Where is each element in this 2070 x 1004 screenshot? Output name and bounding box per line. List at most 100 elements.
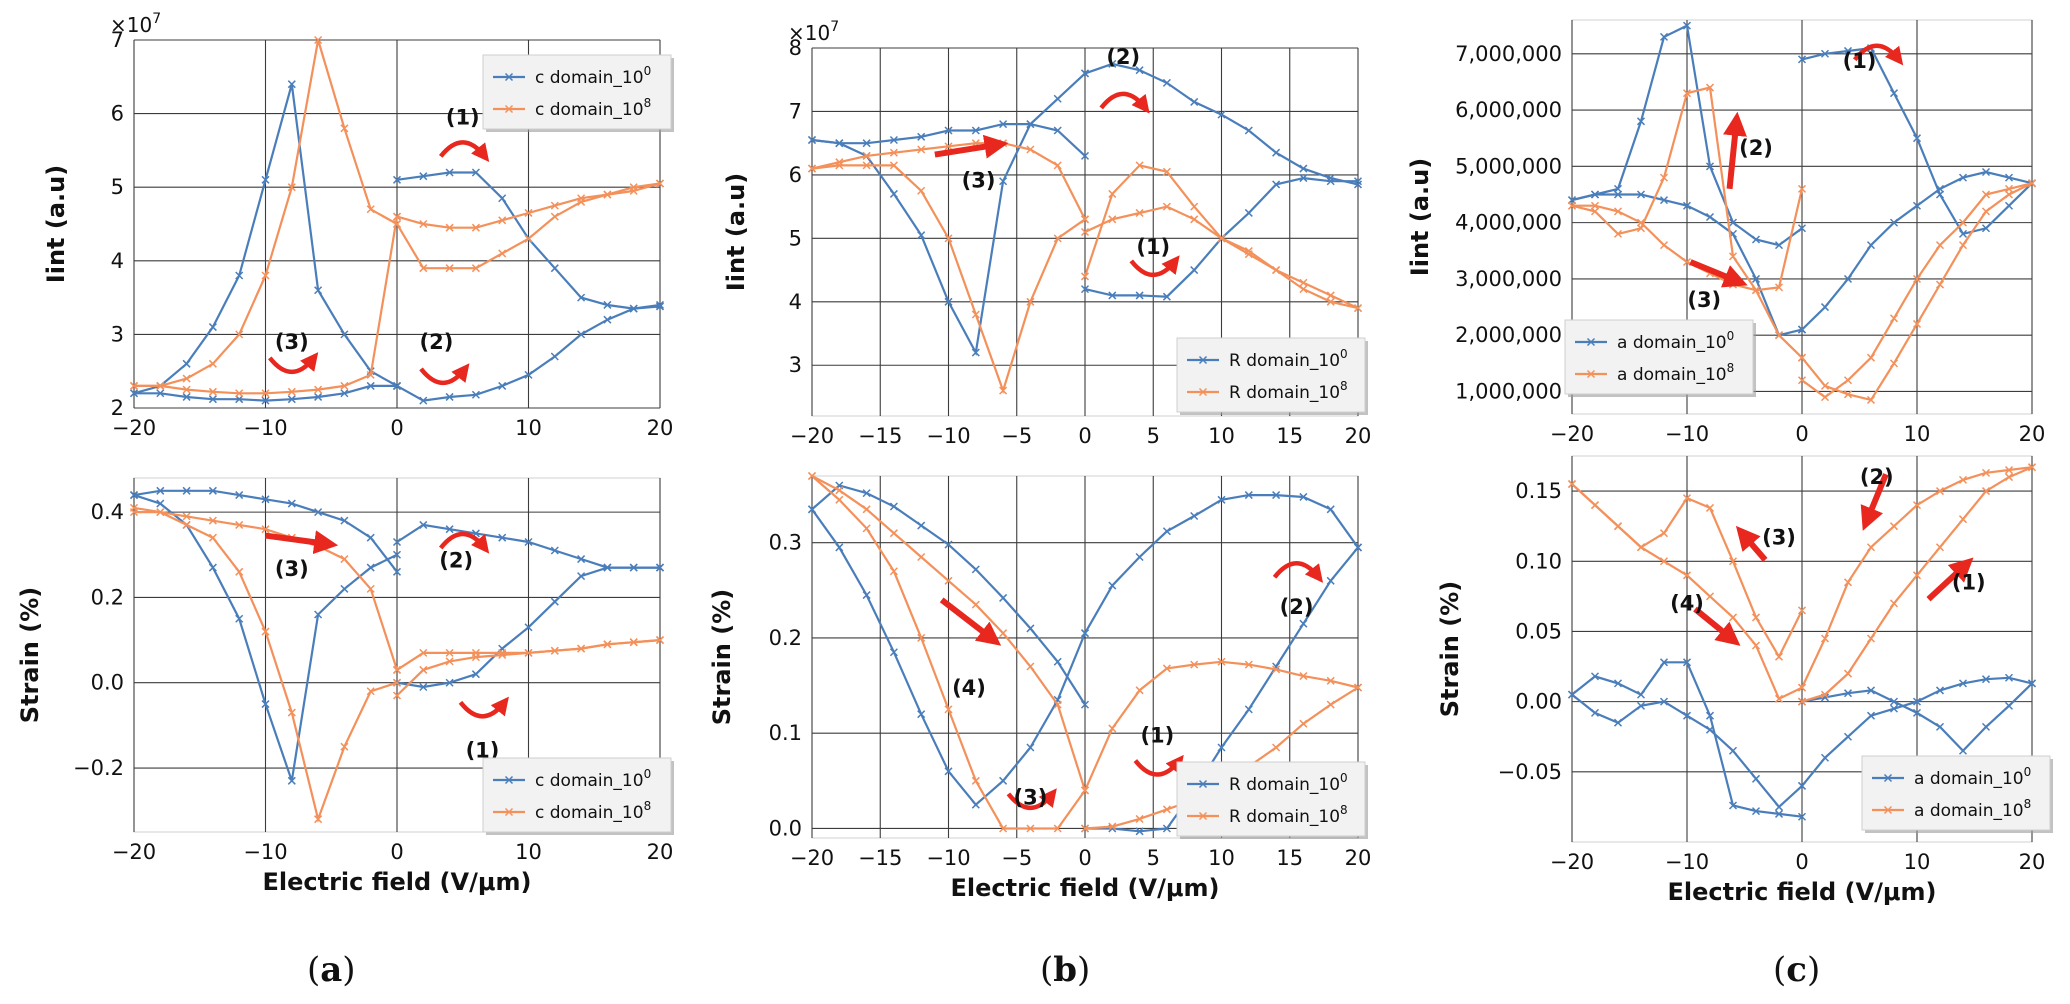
data-point	[1843, 732, 1853, 741]
data-point	[2004, 673, 2014, 682]
data-point	[340, 124, 349, 133]
data-point	[1958, 173, 1968, 182]
data-point	[392, 381, 402, 390]
data-point	[1728, 746, 1738, 755]
data-point	[1162, 824, 1171, 833]
x-tick-label: 20	[2019, 422, 2046, 446]
data-point	[1135, 66, 1144, 75]
data-point	[366, 381, 375, 390]
data-point	[1590, 672, 1600, 681]
data-point	[971, 600, 980, 609]
data-point	[1751, 774, 1761, 783]
data-point	[1866, 634, 1876, 643]
data-point	[419, 264, 428, 273]
data-point	[1026, 297, 1035, 306]
data-point	[1774, 283, 1784, 292]
data-point	[1705, 162, 1715, 171]
legend: R domain_100 R domain_108	[1176, 761, 1368, 839]
sci-multiplier: ×107	[788, 19, 839, 45]
data-point	[944, 705, 953, 714]
data-point	[235, 614, 244, 623]
data-point	[917, 633, 926, 642]
data-point	[1326, 576, 1335, 585]
x-tick-label: 20	[647, 416, 674, 440]
y-tick-label: 5	[111, 175, 124, 199]
data-point	[1299, 619, 1308, 628]
data-point	[1751, 807, 1761, 816]
data-point	[445, 168, 454, 177]
x-tick-label: −20	[1550, 422, 1594, 446]
annotation-label: (3)	[962, 169, 996, 193]
data-point	[1659, 697, 1669, 706]
data-point	[1272, 743, 1281, 752]
data-point	[862, 505, 871, 514]
data-point	[445, 392, 454, 401]
data-point	[1958, 679, 1968, 688]
data-point	[1299, 174, 1308, 183]
data-point	[1053, 700, 1062, 709]
x-tick-label: −20	[1550, 850, 1594, 874]
data-point	[577, 194, 586, 203]
direction-arrow	[1926, 557, 1974, 602]
data-point	[471, 264, 480, 273]
x-tick-label: −20	[790, 846, 834, 870]
data-point	[340, 742, 349, 751]
data-point	[1889, 704, 1899, 713]
data-point	[1026, 824, 1035, 833]
y-tick-label: 2,000,000	[1455, 323, 1562, 347]
data-point	[603, 190, 612, 199]
data-point	[1353, 683, 1363, 692]
data-point	[419, 520, 428, 529]
x-tick-label: 10	[515, 840, 542, 864]
data-point	[1135, 161, 1144, 170]
data-point	[1751, 286, 1761, 295]
data-point	[1108, 291, 1117, 300]
x-tick-label: −15	[858, 424, 902, 448]
legend-label: c domain_100	[535, 64, 651, 88]
data-point	[917, 552, 926, 562]
direction-arrow	[1723, 111, 1747, 190]
data-point	[1935, 241, 1945, 250]
data-point	[655, 302, 665, 311]
y-tick-label: 5	[789, 226, 802, 250]
data-point	[1135, 291, 1144, 300]
data-point	[2004, 173, 2014, 182]
data-point	[1108, 581, 1117, 590]
data-point	[445, 525, 454, 534]
data-point	[1705, 725, 1715, 734]
data-point	[1162, 78, 1171, 87]
data-point	[1682, 257, 1692, 267]
data-point	[392, 567, 402, 576]
data-point	[550, 646, 559, 655]
data-point	[1728, 218, 1738, 227]
data-point	[1705, 212, 1715, 222]
data-point	[1053, 161, 1062, 170]
data-point	[862, 151, 871, 160]
data-point	[1613, 229, 1623, 238]
data-point	[889, 135, 898, 145]
data-point	[1162, 167, 1171, 176]
data-point	[862, 524, 871, 533]
data-point	[550, 597, 559, 606]
data-point	[1244, 208, 1253, 217]
data-point	[2027, 179, 2037, 188]
data-point	[1820, 381, 1830, 390]
data-point	[1728, 801, 1738, 810]
direction-arrow	[939, 597, 1002, 646]
data-point	[1728, 252, 1738, 261]
annotation-label: (4)	[952, 676, 986, 700]
data-point	[524, 623, 533, 632]
data-point	[129, 389, 139, 398]
data-point	[1053, 657, 1062, 666]
y-tick-label: 0.10	[1515, 549, 1562, 573]
data-point	[1958, 515, 1968, 524]
legend-label: R domain_108	[1229, 379, 1348, 403]
data-point	[1217, 110, 1226, 119]
data-point	[1797, 606, 1807, 615]
data-point	[835, 158, 844, 167]
data-point	[445, 223, 454, 232]
data-point	[971, 310, 980, 319]
data-point	[2004, 201, 2014, 210]
data-point	[655, 300, 665, 309]
data-point	[1299, 672, 1308, 681]
